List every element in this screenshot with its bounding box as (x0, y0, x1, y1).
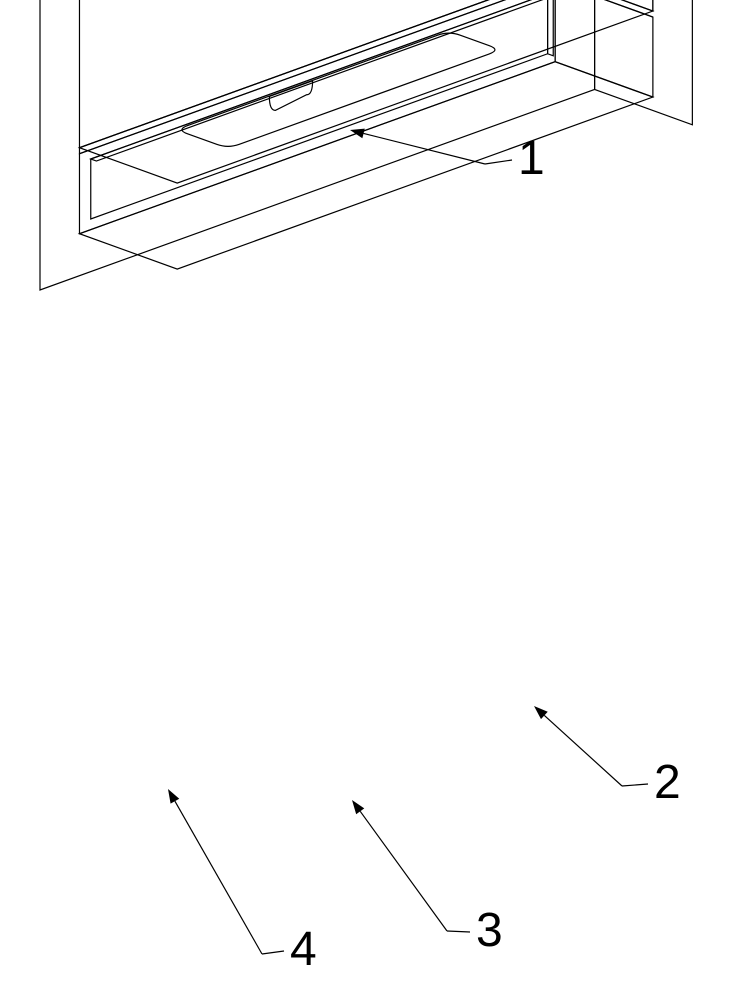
callout-label-3: 3 (476, 904, 505, 957)
callout-label-4: 4 (290, 923, 319, 976)
callout-label-1: 1 (518, 132, 547, 185)
callout-label-2: 2 (654, 756, 683, 809)
